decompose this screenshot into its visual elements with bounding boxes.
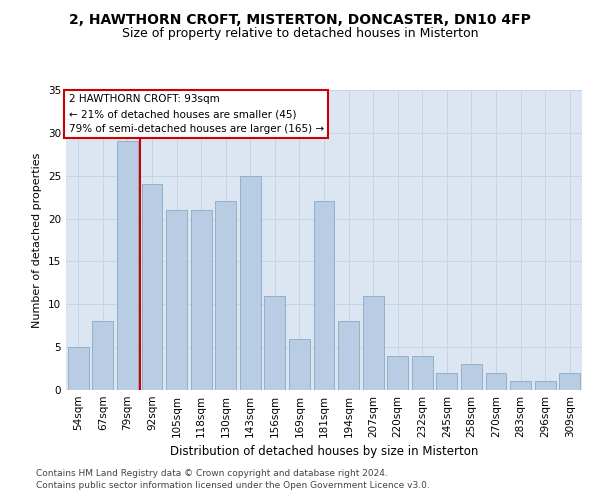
Bar (92, 322, 113, 390)
Y-axis label: Number of detached properties: Number of detached properties (32, 152, 43, 328)
Text: Contains public sector information licensed under the Open Government Licence v3: Contains public sector information licen… (36, 481, 430, 490)
Bar (265, 296, 286, 390)
X-axis label: Distribution of detached houses by size in Misterton: Distribution of detached houses by size … (170, 446, 478, 458)
Bar (535, 382, 556, 390)
Bar (142, 184, 163, 390)
Bar (559, 373, 580, 390)
Text: Contains HM Land Registry data © Crown copyright and database right 2024.: Contains HM Land Registry data © Crown c… (36, 468, 388, 477)
Bar (485, 373, 506, 390)
Text: 2, HAWTHORN CROFT, MISTERTON, DONCASTER, DN10 4FP: 2, HAWTHORN CROFT, MISTERTON, DONCASTER,… (69, 12, 531, 26)
Bar (436, 373, 457, 390)
Bar (387, 356, 408, 390)
Bar (338, 322, 359, 390)
Bar (362, 296, 383, 390)
Bar (461, 364, 482, 390)
Text: Size of property relative to detached houses in Misterton: Size of property relative to detached ho… (122, 28, 478, 40)
Bar (117, 142, 138, 390)
Bar (240, 176, 261, 390)
Bar (412, 356, 433, 390)
Bar (215, 202, 236, 390)
Bar (314, 202, 334, 390)
Bar (191, 210, 212, 390)
Bar (289, 338, 310, 390)
Bar (510, 382, 531, 390)
Text: 2 HAWTHORN CROFT: 93sqm
← 21% of detached houses are smaller (45)
79% of semi-de: 2 HAWTHORN CROFT: 93sqm ← 21% of detache… (68, 94, 324, 134)
Bar (166, 210, 187, 390)
Bar (68, 347, 89, 390)
